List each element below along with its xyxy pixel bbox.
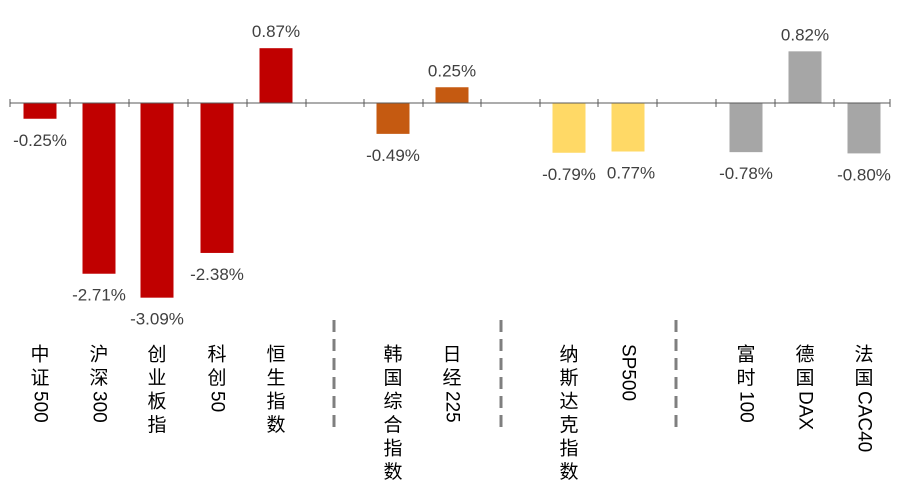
svg-text:50: 50 <box>207 391 228 412</box>
data-label: -0.25% <box>13 131 67 150</box>
svg-text:指: 指 <box>559 437 578 459</box>
svg-text:沪: 沪 <box>89 343 108 365</box>
svg-text:CAC40: CAC40 <box>854 391 875 452</box>
svg-text:证: 证 <box>30 367 49 389</box>
svg-text:国: 国 <box>795 368 814 389</box>
svg-text:时: 时 <box>736 367 755 389</box>
bar <box>140 103 174 298</box>
svg-text:生: 生 <box>266 367 285 389</box>
data-label: -0.78% <box>719 164 773 183</box>
bar <box>259 48 293 103</box>
svg-text:300: 300 <box>89 391 110 423</box>
svg-text:数: 数 <box>559 461 578 483</box>
bar <box>376 103 410 134</box>
category-label: SP500 <box>618 344 639 401</box>
svg-text:业: 业 <box>147 367 166 389</box>
bar <box>788 51 822 103</box>
svg-text:经: 经 <box>442 367 461 389</box>
svg-text:科: 科 <box>207 343 226 365</box>
bar <box>23 103 57 119</box>
svg-text:DAX: DAX <box>795 391 816 430</box>
svg-text:板: 板 <box>147 390 166 412</box>
data-label: -0.79% <box>542 165 596 184</box>
data-label: -3.09% <box>130 310 184 329</box>
svg-text:中: 中 <box>30 343 49 365</box>
svg-text:德: 德 <box>795 343 814 365</box>
svg-text:达: 达 <box>559 390 578 412</box>
data-label: -2.71% <box>72 286 126 305</box>
svg-text:指: 指 <box>383 437 402 459</box>
bar <box>82 103 116 274</box>
data-label: -0.80% <box>837 165 891 184</box>
svg-text:克: 克 <box>559 414 578 436</box>
svg-text:斯: 斯 <box>559 367 578 389</box>
svg-text:纳: 纳 <box>559 343 578 365</box>
data-label: -2.38% <box>190 265 244 284</box>
data-label: 0.82% <box>781 25 829 44</box>
svg-text:指: 指 <box>147 414 166 436</box>
data-label: 0.87% <box>252 22 300 41</box>
svg-text:恒: 恒 <box>266 343 285 365</box>
svg-text:富: 富 <box>736 343 755 365</box>
svg-text:综: 综 <box>383 390 402 412</box>
bar <box>729 103 763 153</box>
svg-text:国: 国 <box>383 368 402 389</box>
data-label: 0.77% <box>607 164 655 183</box>
svg-text:合: 合 <box>383 414 402 436</box>
svg-text:数: 数 <box>383 461 402 483</box>
bar <box>611 103 645 152</box>
svg-text:深: 深 <box>89 367 108 389</box>
svg-text:法: 法 <box>854 343 873 365</box>
svg-text:韩: 韩 <box>383 343 402 365</box>
svg-text:SP500: SP500 <box>618 344 639 401</box>
data-label: -0.49% <box>366 146 420 165</box>
bar <box>847 103 881 154</box>
svg-text:创: 创 <box>207 367 226 389</box>
svg-text:国: 国 <box>854 368 873 389</box>
bar <box>200 103 234 253</box>
svg-text:数: 数 <box>266 414 285 436</box>
svg-text:500: 500 <box>30 391 51 423</box>
svg-text:225: 225 <box>442 391 463 423</box>
svg-text:创: 创 <box>147 343 166 365</box>
svg-text:100: 100 <box>736 391 757 423</box>
bar <box>552 103 586 153</box>
bar <box>435 87 469 103</box>
svg-text:日: 日 <box>442 344 461 365</box>
svg-text:指: 指 <box>266 390 285 412</box>
data-label: 0.25% <box>428 61 476 80</box>
